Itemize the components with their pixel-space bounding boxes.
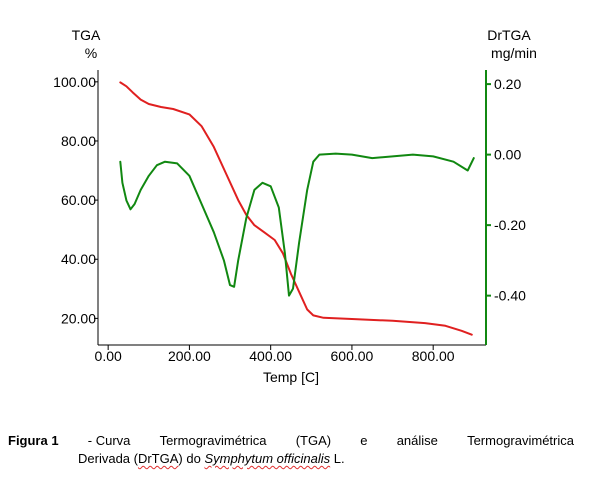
tga-curve (119, 81, 473, 336)
x-tick-label: 0.00 (95, 348, 122, 364)
left-y-tick-label: 80.00 (61, 133, 96, 149)
x-ticks: 0.00 200.00 400.00 600.00 800.00 (95, 345, 455, 364)
figure-label: Figura 1 (8, 433, 59, 448)
caption-line-1: Figura 1 - Curva Termogravimétrica (TGA)… (8, 432, 574, 450)
left-axis-title: TGA (72, 27, 101, 43)
tga-chart: 100.00 80.00 60.00 40.00 20.00 0.20 0.00 -0.20… (53, 27, 537, 385)
caption-word: Termogravimétrica (159, 433, 267, 448)
caption-word: - Curva (87, 433, 131, 448)
left-y-tick-label: 20.00 (61, 310, 96, 326)
left-y-ticks: 100.00 80.00 60.00 40.00 20.00 (53, 74, 98, 326)
x-tick-label: 600.00 (331, 348, 374, 364)
x-axis-title: Temp [C] (263, 369, 319, 385)
x-tick-label: 400.00 (249, 348, 292, 364)
right-y-tick-label: -0.40 (494, 288, 526, 304)
right-axis-title: DrTGA (487, 27, 531, 43)
left-y-tick-label: 60.00 (61, 192, 96, 208)
right-axis-unit: mg/min (491, 45, 537, 61)
caption-abbrev: DrTGA (137, 451, 179, 466)
caption-word: e (360, 433, 368, 448)
right-y-ticks: 0.20 0.00 -0.20 -0.40 (486, 76, 526, 304)
caption-line-2: Derivada (DrTGA) do Symphytum officinali… (8, 450, 574, 468)
figure-caption: Figura 1 - Curva Termogravimétrica (TGA)… (8, 432, 574, 468)
caption-text: Derivada ( (78, 451, 138, 466)
caption-text: L. (330, 451, 345, 466)
x-tick-label: 800.00 (412, 348, 455, 364)
left-y-tick-label: 40.00 (61, 251, 96, 267)
plot-frame (97, 70, 487, 346)
right-y-tick-label: -0.20 (494, 217, 526, 233)
series-layer (119, 81, 475, 336)
caption-word: Termogravimétrica (467, 433, 574, 448)
caption-word: análise (396, 433, 438, 448)
x-tick-label: 200.00 (168, 348, 211, 364)
left-axis-unit: % (85, 45, 97, 61)
right-y-tick-label: 0.20 (494, 76, 521, 92)
caption-text: ) do (178, 451, 205, 466)
drtga-curve (119, 152, 475, 297)
caption-word: (TGA) (295, 433, 332, 448)
right-y-tick-label: 0.00 (494, 147, 521, 163)
species-name: Symphytum officinalis (204, 451, 331, 466)
left-y-tick-label: 100.00 (53, 74, 96, 90)
